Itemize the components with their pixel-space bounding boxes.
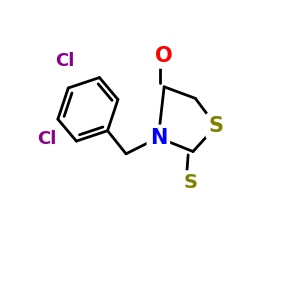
Text: Cl: Cl	[37, 130, 56, 148]
Text: S: S	[184, 173, 198, 192]
Text: O: O	[155, 46, 173, 66]
Text: Cl: Cl	[55, 52, 74, 70]
Text: N: N	[150, 128, 167, 148]
Text: S: S	[208, 116, 224, 136]
